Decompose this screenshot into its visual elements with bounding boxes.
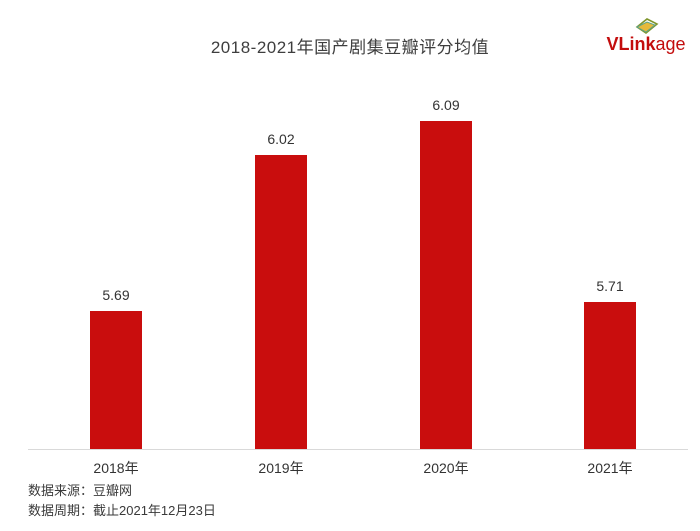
x-axis-label: 2020年 [423, 460, 469, 476]
x-axis-line [28, 449, 688, 450]
bar-group: 5.71 2021年 [584, 69, 636, 476]
bar [255, 155, 307, 449]
bar [90, 311, 142, 449]
bar-value-label: 6.09 [432, 97, 460, 113]
vlinkage-logo: VLinkage [603, 18, 689, 53]
logo-text-light: age [655, 34, 686, 54]
bar-group: 6.09 2020年 [420, 69, 472, 476]
bar [420, 121, 472, 449]
data-source-label: 数据来源：豆瓣网 [28, 483, 133, 498]
bar-group: 5.69 2018年 [90, 69, 142, 476]
bar [584, 302, 636, 449]
x-axis-label: 2018年 [93, 460, 139, 476]
footer: 数据来源：豆瓣网 数据周期：截止2021年12月23日 [28, 481, 216, 521]
chart-title: 2018-2021年国产剧集豆瓣评分均值 [210, 38, 490, 57]
vlinkage-card-icon [635, 18, 659, 34]
bar-value-label: 5.69 [102, 287, 130, 303]
bar-value-label: 5.71 [596, 278, 624, 294]
x-axis-label: 2021年 [587, 460, 633, 476]
bar-value-label: 6.02 [267, 131, 295, 147]
plot-area: 5.69 2018年 6.02 2019年 6.09 2020年 5.71 2021年 [0, 69, 700, 476]
logo-text-bold: VLink [606, 34, 656, 54]
x-axis-label: 2019年 [258, 460, 304, 476]
bar-group: 6.02 2019年 [255, 69, 307, 476]
data-period-label: 数据周期：截止2021年12月23日 [28, 503, 216, 518]
vlinkage-logo-text: VLinkage [603, 35, 689, 53]
